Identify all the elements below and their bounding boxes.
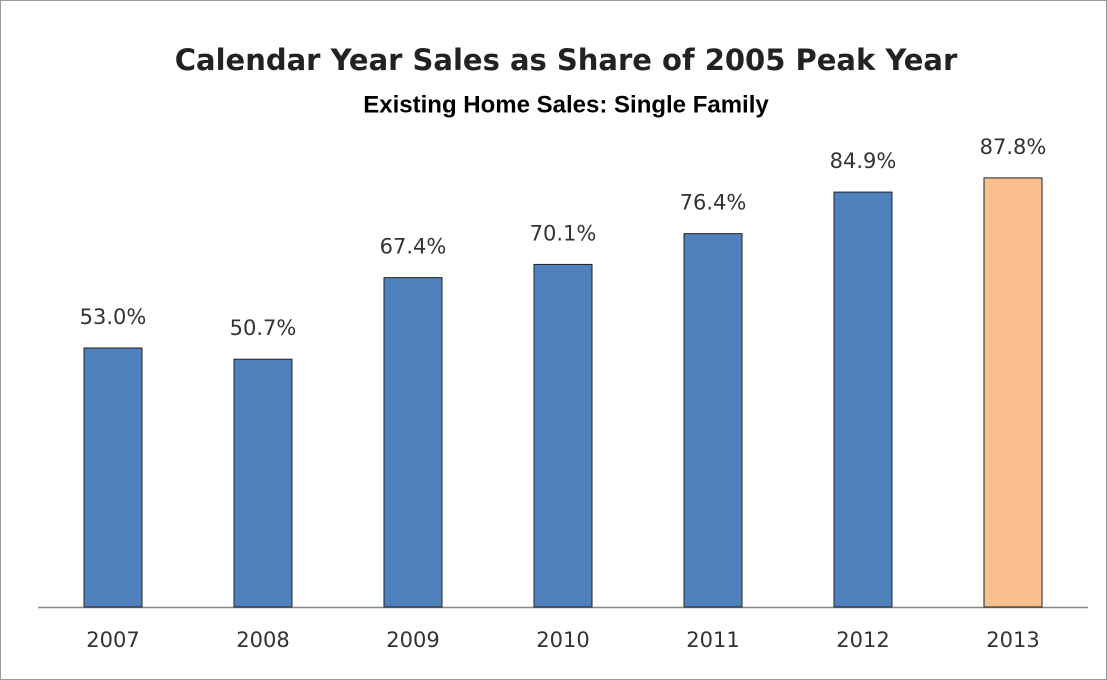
x-tick-label: 2008 — [236, 628, 289, 652]
value-label: 87.8% — [980, 135, 1047, 159]
x-tick-label: 2010 — [536, 628, 589, 652]
chart-title: Calendar Year Sales as Share of 2005 Pea… — [175, 43, 958, 77]
bar — [383, 277, 443, 608]
value-label: 76.4% — [680, 191, 747, 215]
value-label: 67.4% — [380, 235, 447, 259]
x-tick-label: 2013 — [986, 628, 1039, 652]
bar — [233, 358, 293, 608]
bar — [683, 233, 743, 608]
bar — [983, 177, 1043, 608]
value-label: 84.9% — [830, 149, 897, 173]
bar — [533, 263, 593, 608]
bar — [833, 191, 893, 608]
x-tick-label: 2011 — [686, 628, 739, 652]
x-tick-label: 2007 — [86, 628, 139, 652]
x-tick-label: 2009 — [386, 628, 439, 652]
bar — [83, 347, 143, 608]
value-label: 53.0% — [80, 305, 147, 329]
value-label: 50.7% — [230, 316, 297, 340]
x-tick-label: 2012 — [836, 628, 889, 652]
chart-subtitle: Existing Home Sales: Single Family — [363, 91, 769, 118]
value-label: 70.1% — [530, 221, 597, 245]
